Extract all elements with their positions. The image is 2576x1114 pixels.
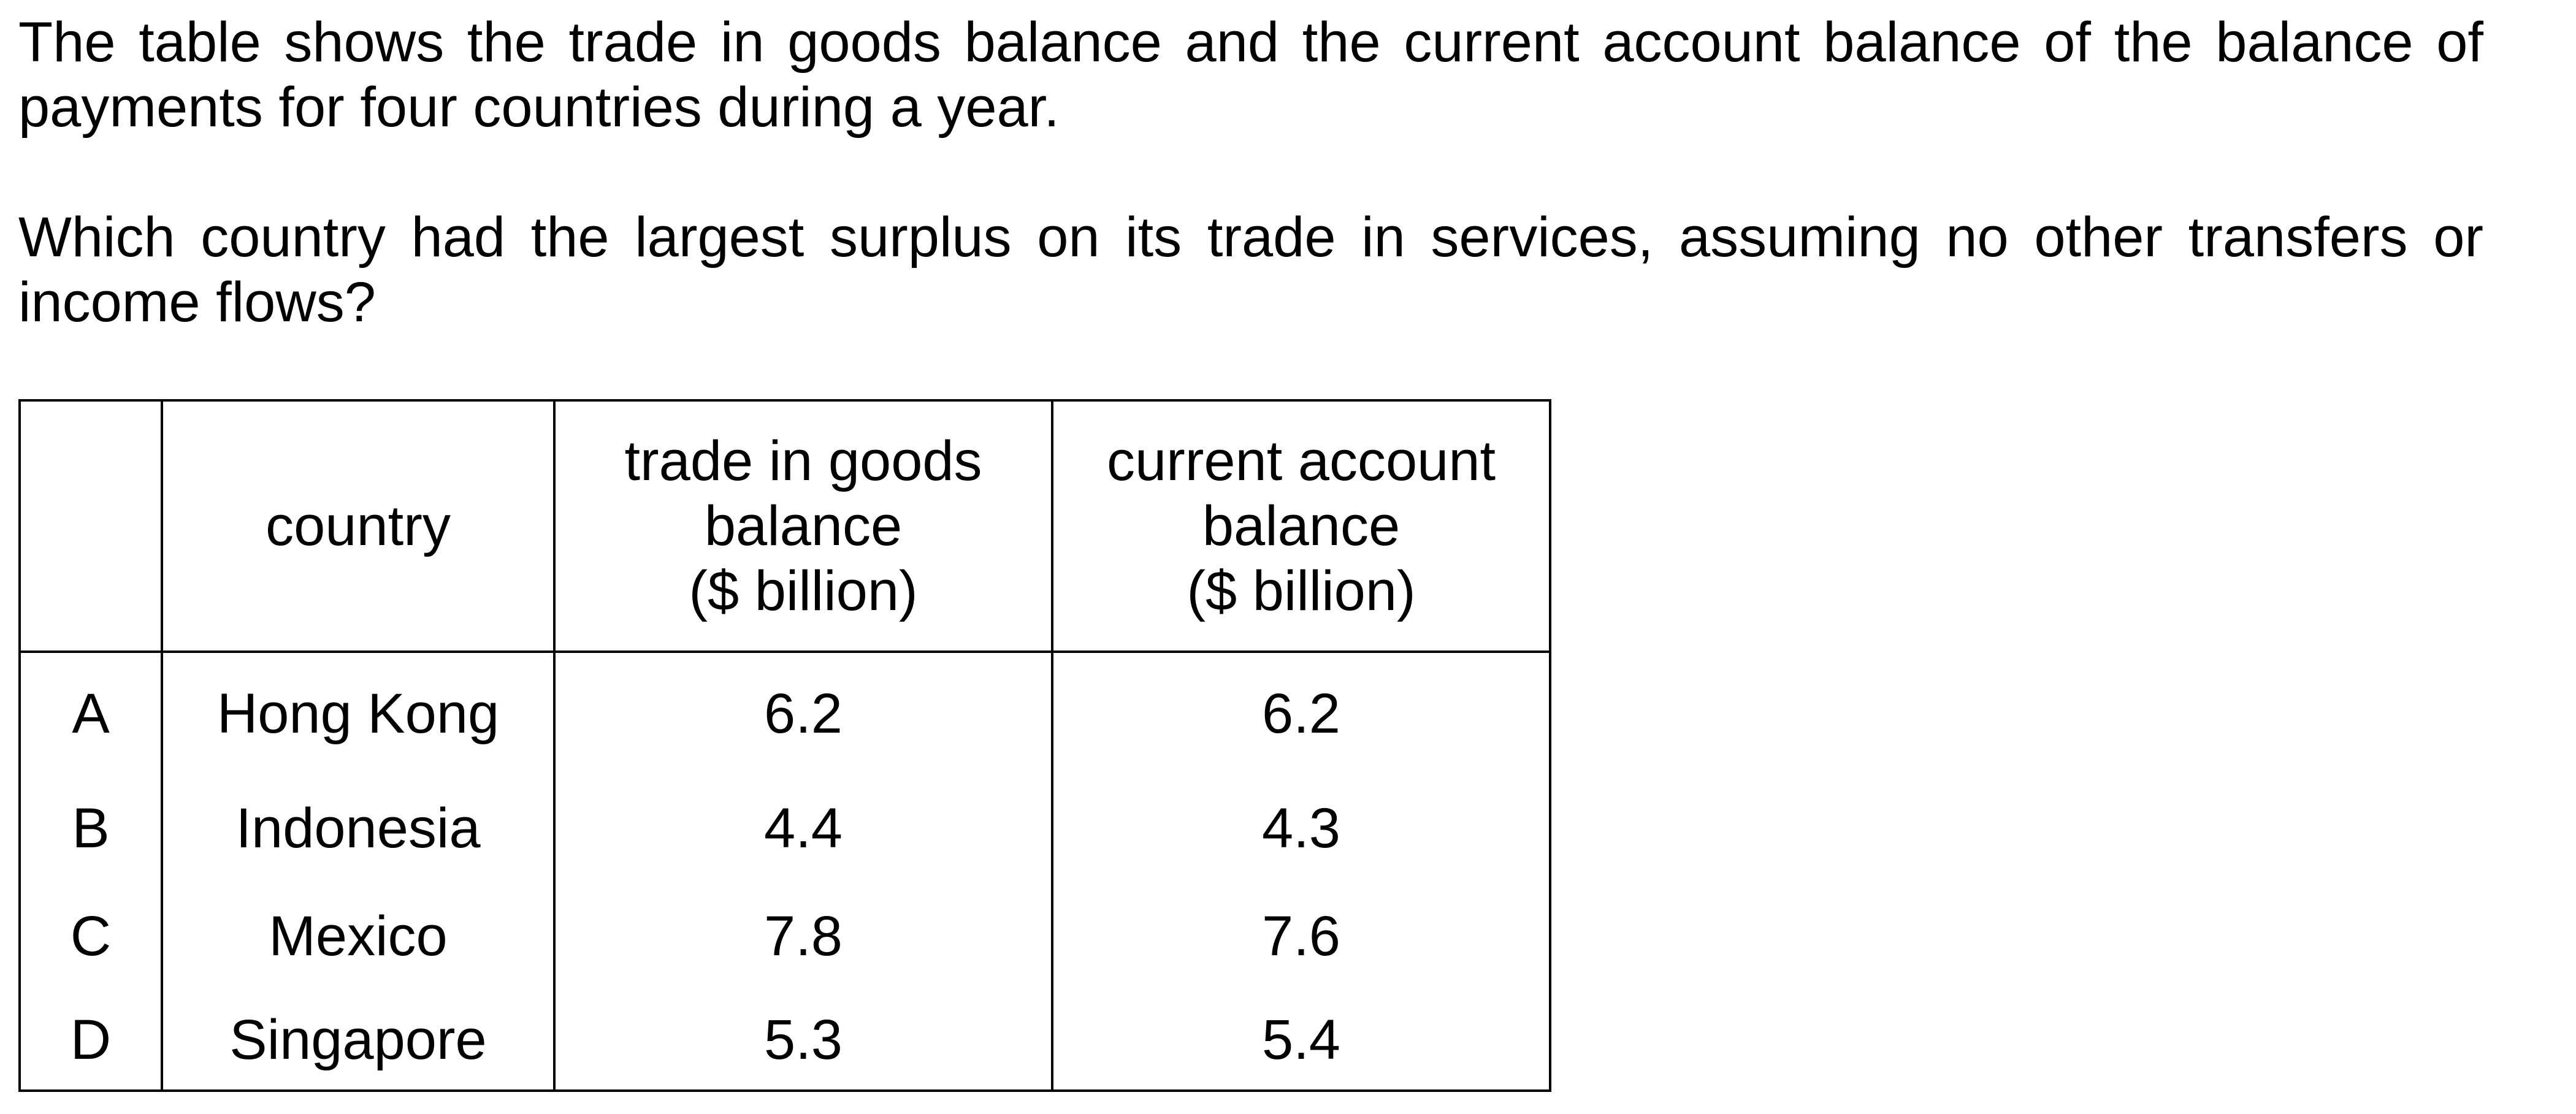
header-goods-line: trade in goods: [624, 430, 982, 492]
option-letter: A: [18, 652, 163, 774]
table-row: C Mexico 7.8 7.6: [18, 882, 1551, 990]
country-cell: Singapore: [161, 990, 556, 1092]
header-goods-line: balance: [704, 495, 903, 557]
header-current-line: balance: [1202, 495, 1401, 557]
header-row: country trade in goods balance ($ billio…: [18, 399, 1551, 653]
country-cell: Hong Kong: [161, 652, 556, 774]
header-current-line: current account: [1106, 430, 1496, 492]
question-prompt: Which country had the largest surplus on…: [18, 206, 2483, 334]
header-goods-unit: ($ billion): [689, 560, 918, 622]
current-account-cell: 6.2: [1051, 652, 1551, 774]
country-cell: Mexico: [161, 882, 556, 990]
table-row: D Singapore 5.3 5.4: [18, 990, 1551, 1092]
table-row: A Hong Kong 6.2 6.2: [18, 652, 1551, 774]
balance-table: country trade in goods balance ($ billio…: [18, 399, 1551, 1092]
question-intro: The table shows the trade in goods balan…: [18, 11, 2483, 139]
header-goods-balance: trade in goods balance ($ billion): [553, 399, 1053, 653]
option-letter: B: [18, 774, 163, 882]
table-row: B Indonesia 4.4 4.3: [18, 774, 1551, 882]
country-cell: Indonesia: [161, 774, 556, 882]
header-option: [18, 399, 163, 653]
current-account-cell: 4.3: [1051, 774, 1551, 882]
goods-balance-cell: 4.4: [553, 774, 1053, 882]
current-account-cell: 7.6: [1051, 882, 1551, 990]
header-current-account: current account balance ($ billion): [1051, 399, 1551, 653]
goods-balance-cell: 7.8: [553, 882, 1053, 990]
header-current-unit: ($ billion): [1187, 560, 1416, 622]
current-account-cell: 5.4: [1051, 990, 1551, 1092]
goods-balance-cell: 6.2: [553, 652, 1053, 774]
goods-balance-cell: 5.3: [553, 990, 1053, 1092]
option-letter: D: [18, 990, 163, 1092]
option-letter: C: [18, 882, 163, 990]
header-country: country: [161, 399, 556, 653]
